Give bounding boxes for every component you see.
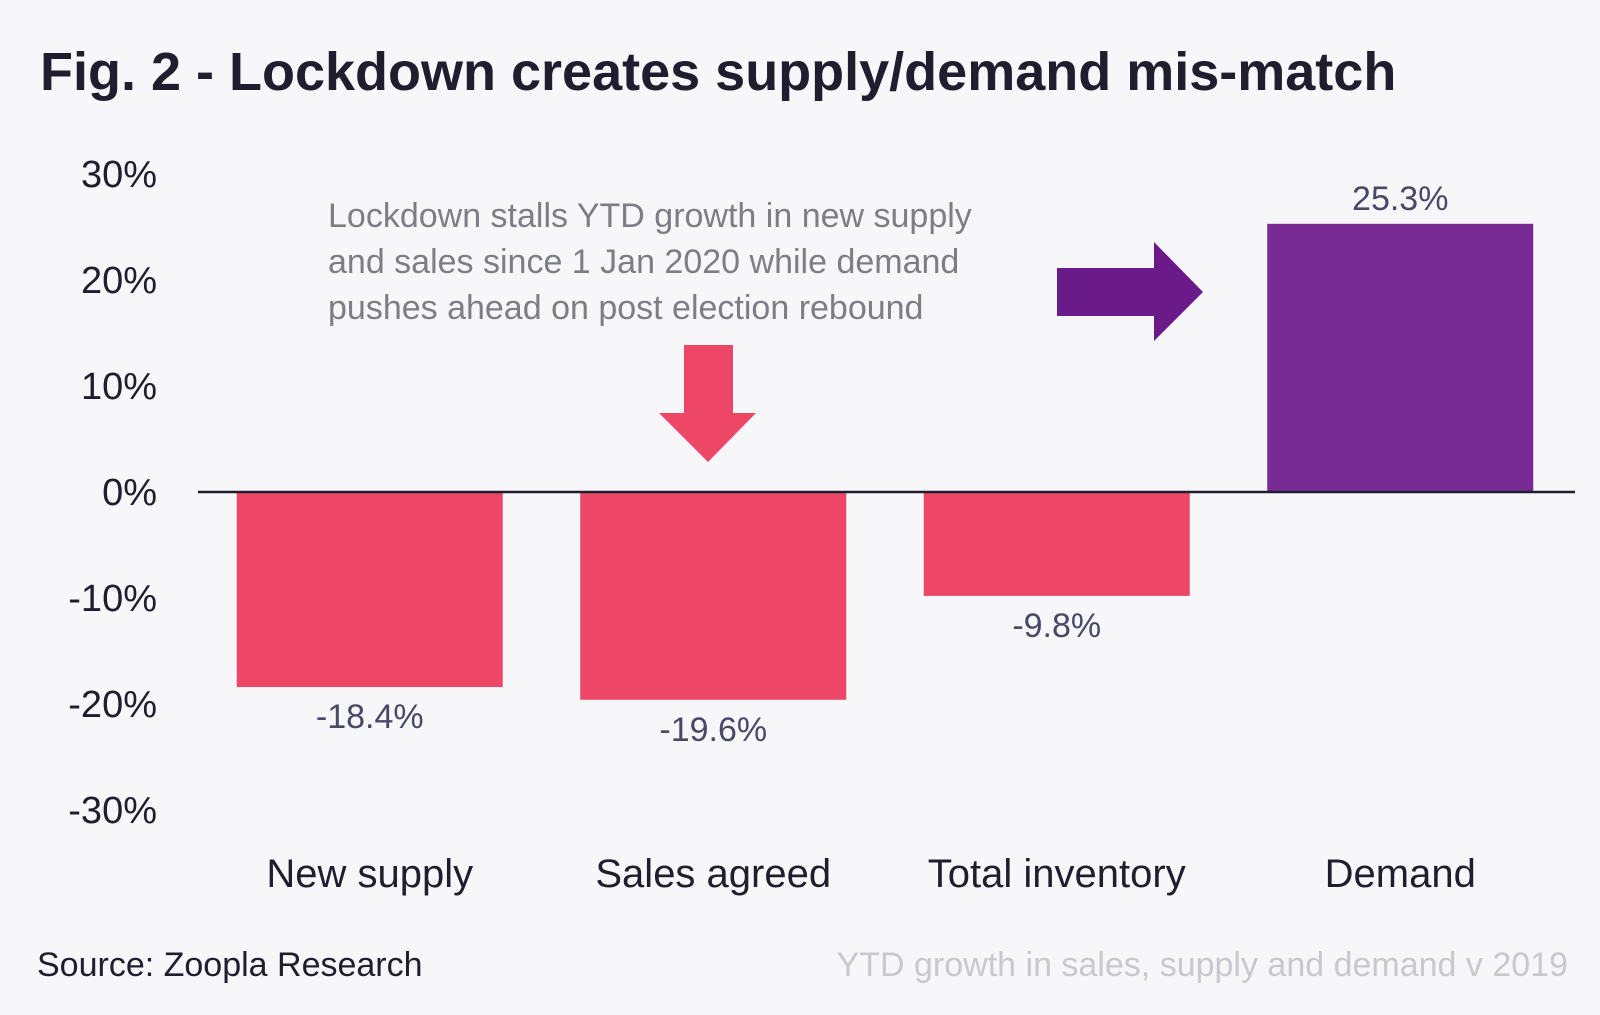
y-tick-label: 30% — [81, 154, 157, 196]
y-tick-label: -10% — [68, 578, 157, 620]
bar — [580, 492, 847, 700]
bars — [236, 223, 1534, 700]
bar — [1267, 223, 1534, 492]
y-tick-label: -30% — [68, 790, 157, 832]
annotation-text: Lockdown stalls YTD growth in new supply… — [328, 197, 981, 327]
data-labels: -18.4% -19.6% -9.8% 25.3% — [316, 180, 1449, 749]
category-label: Sales agreed — [595, 852, 831, 896]
chart-title: Fig. 2 - Lockdown creates supply/demand … — [40, 42, 1396, 102]
y-tick-label: 20% — [81, 260, 157, 302]
annotation-line-1: Lockdown stalls YTD growth in new supply — [328, 197, 972, 235]
annotation-line-2: and sales since 1 Jan 2020 while demand — [328, 243, 959, 281]
bar — [923, 492, 1190, 596]
data-label: -19.6% — [659, 711, 767, 749]
category-label: Demand — [1325, 852, 1476, 896]
right-arrow-icon — [1057, 242, 1203, 341]
y-tick-label: 10% — [81, 366, 157, 408]
data-label: 25.3% — [1352, 180, 1448, 218]
category-label: New supply — [266, 852, 473, 896]
data-label: -9.8% — [1012, 607, 1101, 645]
y-tick-label: 0% — [102, 472, 157, 514]
category-labels: New supply Sales agreed Total inventory Dem… — [266, 852, 1475, 896]
data-label: -18.4% — [316, 698, 424, 736]
chart-subtitle: YTD growth in sales, supply and demand v… — [837, 946, 1568, 984]
y-axis-ticks: 30% 20% 10% 0% -10% -20% -30% — [68, 154, 157, 832]
down-arrow-icon — [659, 345, 756, 462]
source-text: Source: Zoopla Research — [37, 946, 423, 984]
bar — [236, 492, 503, 688]
annotation-line-3: pushes ahead on post election rebound — [328, 289, 923, 327]
y-tick-label: -20% — [68, 684, 157, 726]
category-label: Total inventory — [928, 852, 1186, 896]
